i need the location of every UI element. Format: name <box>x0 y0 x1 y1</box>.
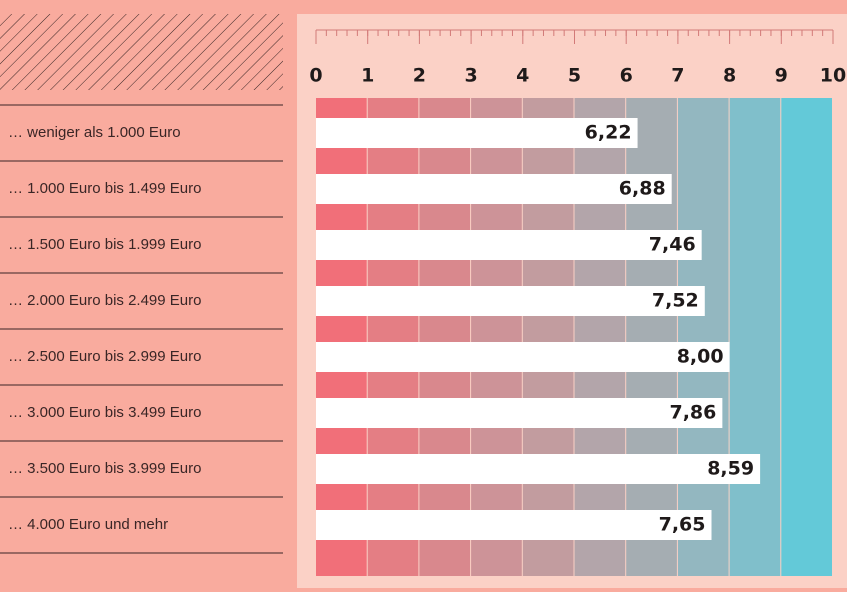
x-tick-label: 6 <box>620 65 633 87</box>
value-label: 7,65 <box>659 514 706 536</box>
bar <box>316 230 702 260</box>
bar <box>316 454 761 484</box>
category-label: … 3.000 Euro bis 3.499 Euro <box>8 404 201 421</box>
category-label: … weniger als 1.000 Euro <box>8 124 181 141</box>
value-label: 6,88 <box>619 178 666 200</box>
bar <box>316 510 712 540</box>
x-tick-label: 2 <box>413 65 426 87</box>
bar <box>316 342 730 372</box>
category-label: … 3.500 Euro bis 3.999 Euro <box>8 460 201 477</box>
column <box>471 98 522 576</box>
value-label: 7,86 <box>669 402 716 424</box>
column <box>626 98 677 576</box>
category-label: … 2.500 Euro bis 2.999 Euro <box>8 348 201 365</box>
value-label: 7,52 <box>652 290 699 312</box>
column <box>729 98 781 576</box>
bar <box>316 174 672 204</box>
category-label: … 1.000 Euro bis 1.499 Euro <box>8 180 201 197</box>
category-label: … 1.500 Euro bis 1.999 Euro <box>8 236 201 253</box>
hatch <box>0 14 283 90</box>
value-label: 6,22 <box>585 122 632 144</box>
bar <box>316 286 705 316</box>
x-tick-label: 10 <box>820 65 846 87</box>
category-label: … 4.000 Euro und mehr <box>8 516 168 533</box>
x-tick-label: 1 <box>361 65 374 87</box>
x-tick-label: 3 <box>464 65 477 87</box>
bar <box>316 118 638 148</box>
value-label: 7,46 <box>649 234 696 256</box>
category-label: … 2.000 Euro bis 2.499 Euro <box>8 292 201 309</box>
column <box>367 98 419 576</box>
value-label: 8,00 <box>677 346 724 368</box>
x-tick-label: 4 <box>516 65 529 87</box>
x-tick-label: 9 <box>775 65 788 87</box>
column <box>574 98 626 576</box>
column <box>522 98 574 576</box>
x-tick-label: 0 <box>309 65 322 87</box>
column <box>316 98 367 576</box>
column <box>419 98 471 576</box>
column <box>781 98 832 576</box>
x-tick-label: 7 <box>671 65 684 87</box>
x-tick-label: 8 <box>723 65 736 87</box>
bar <box>316 398 723 428</box>
column <box>677 98 729 576</box>
x-tick-label: 5 <box>568 65 581 87</box>
value-label: 8,59 <box>707 458 754 480</box>
